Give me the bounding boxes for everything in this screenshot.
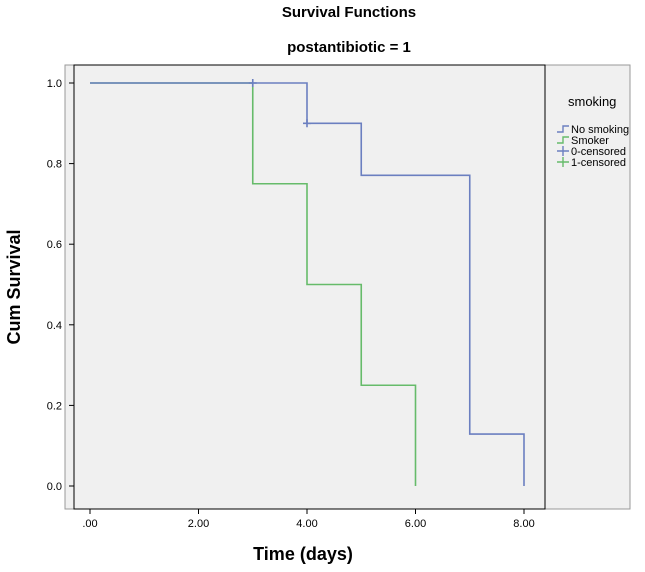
x-axis: .00 2.00 4.00 6.00 8.00	[82, 509, 535, 530]
x-tick-label: 6.00	[405, 518, 426, 530]
y-tick-label: 0.2	[47, 400, 62, 412]
legend-swatch	[557, 136, 569, 144]
series-layer	[90, 79, 525, 486]
legend-item-label: Smoker	[571, 135, 609, 147]
legend-item-label: 1-censored	[571, 157, 626, 169]
legend-swatch	[557, 146, 569, 156]
x-axis-title: Time (days)	[253, 544, 353, 564]
x-tick-label: 4.00	[296, 518, 317, 530]
y-axis: 0.0 0.2 0.4 0.6 0.8 1.0	[47, 78, 74, 493]
y-tick-label: 0.4	[47, 320, 62, 332]
x-tick-label: .00	[82, 518, 97, 530]
legend: smoking No smokingSmoker0-censored1-cens…	[557, 94, 629, 169]
censored-marker	[248, 79, 257, 87]
y-tick-label: 0.0	[47, 481, 62, 493]
y-tick-label: 0.6	[47, 239, 62, 251]
legend-title: smoking	[568, 94, 616, 109]
y-tick-label: 1.0	[47, 78, 62, 90]
legend-swatch	[557, 157, 569, 167]
x-tick-label: 2.00	[188, 518, 209, 530]
chart-subtitle: postantibiotic = 1	[287, 39, 411, 56]
x-tick-label: 8.00	[513, 518, 534, 530]
series-line-no-smoking	[90, 82, 525, 486]
y-tick-label: 0.8	[47, 159, 62, 171]
censored-marker	[303, 119, 311, 128]
chart-title: Survival Functions	[282, 4, 416, 21]
legend-item-label: 0-censored	[571, 146, 626, 158]
plot-area	[73, 64, 546, 510]
series-line-smoker	[90, 82, 417, 486]
legend-item-label: No smoking	[571, 124, 629, 136]
y-axis-title: Cum Survival	[4, 229, 24, 344]
legend-swatch	[557, 125, 569, 133]
